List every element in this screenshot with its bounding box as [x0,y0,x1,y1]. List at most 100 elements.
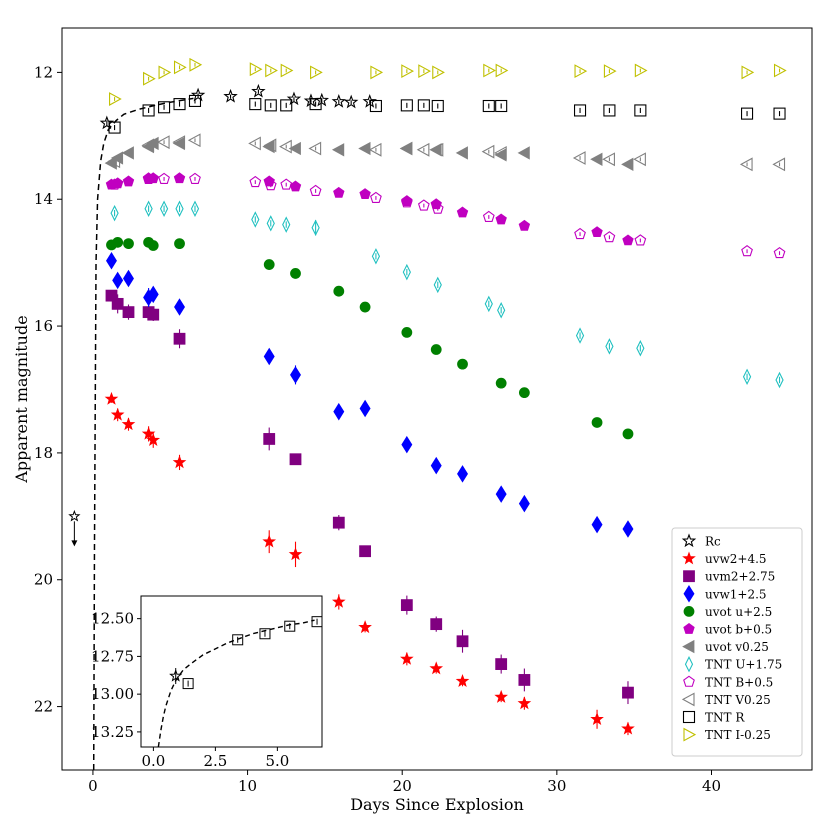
legend-label: TNT I-0.25 [705,728,771,742]
data-point [400,99,413,112]
data-point [158,65,172,80]
inset-background [141,596,322,747]
data-point [109,92,122,106]
data-point [418,64,432,79]
data-point [430,618,443,631]
y-tick-label: 14 [34,190,53,208]
data-point [107,154,121,169]
data-point [265,63,278,78]
legend-item-tnt-b-0-5: TNT B+0.5 [683,675,773,689]
data-point [495,377,507,389]
data-point [371,248,381,265]
series-uvm2-2-75 [105,289,634,705]
data-point [572,151,586,165]
data-point [517,146,530,160]
y-tick-label: 20 [34,571,53,589]
inset-y-tick-label: 12.75 [91,647,134,665]
inset-y-tick-label: 12.50 [91,610,134,628]
data-point [773,63,787,78]
data-point [494,689,508,703]
data-point [174,238,185,250]
data-point [108,121,121,134]
data-point [416,142,430,157]
data-point [401,435,413,454]
data-point [603,104,616,117]
data-point [331,93,347,108]
data-point [332,594,346,608]
data-point [122,306,135,319]
legend-label: TNT V0.25 [705,693,771,707]
data-point [173,60,187,75]
data-point [142,172,155,184]
data-point [280,63,294,78]
data-point [158,172,170,184]
data-point [308,141,322,156]
legend-item-tnt-v0-25: TNT V0.25 [681,692,771,707]
legend-item-uvw1-2-5: uvw1+2.5 [683,585,767,603]
data-point [495,658,508,670]
data-point [249,98,262,111]
data-point [368,142,382,157]
legend-label: uvot u+2.5 [705,605,772,619]
data-point [370,191,382,203]
data-point [223,88,238,103]
data-point [333,285,345,297]
data-point [280,99,293,112]
data-point [455,146,468,160]
data-point [495,99,508,113]
data-point [280,178,293,190]
data-point [622,234,634,246]
data-point [742,368,752,386]
data-point [431,202,444,214]
data-point [106,251,117,270]
data-point [99,115,115,130]
data-point [263,138,277,153]
data-point [401,327,413,338]
data-point [279,139,292,154]
data-point [187,133,201,148]
data-point [112,271,124,290]
data-point [141,426,156,440]
data-point [147,240,159,251]
series-uvot-b-0-5 [105,172,634,246]
data-point [251,211,260,228]
data-point [310,65,323,80]
data-point [603,64,617,79]
legend-label: Rc [705,535,721,549]
data-point [263,433,276,445]
data-point [159,200,169,217]
x-tick-label: 40 [702,777,721,795]
data-point [636,340,645,357]
inset-fit-curve [157,619,315,747]
data-point [264,179,277,191]
data-point [289,453,302,466]
data-point [143,71,156,86]
data-point [112,236,124,248]
data-point [358,620,372,634]
legend-marker [683,570,695,583]
legend-item-uvm2-2-75: uvm2+2.75 [683,570,775,584]
x-tick-label: 10 [238,777,257,795]
data-point [333,402,345,421]
inset-tnt-r-point [311,616,322,628]
legend-label: TNT U+1.75 [705,658,782,672]
data-point [362,93,377,108]
data-point [332,516,345,529]
legend-label: uvw2+4.5 [705,552,767,566]
data-point [621,157,634,172]
legend-label: uvot v0.25 [705,640,769,654]
data-point [590,152,603,166]
data-point [429,661,444,675]
data-point [400,196,413,208]
data-point [251,83,266,98]
legend-marker [682,639,695,654]
data-point [311,219,320,236]
data-point [288,141,301,156]
data-point [158,101,171,114]
inset-frame [140,595,323,748]
data-point [108,178,121,190]
data-point [433,276,442,294]
data-point [484,295,493,313]
legend-item-tnt-u-1-75: TNT U+1.75 [684,655,782,673]
